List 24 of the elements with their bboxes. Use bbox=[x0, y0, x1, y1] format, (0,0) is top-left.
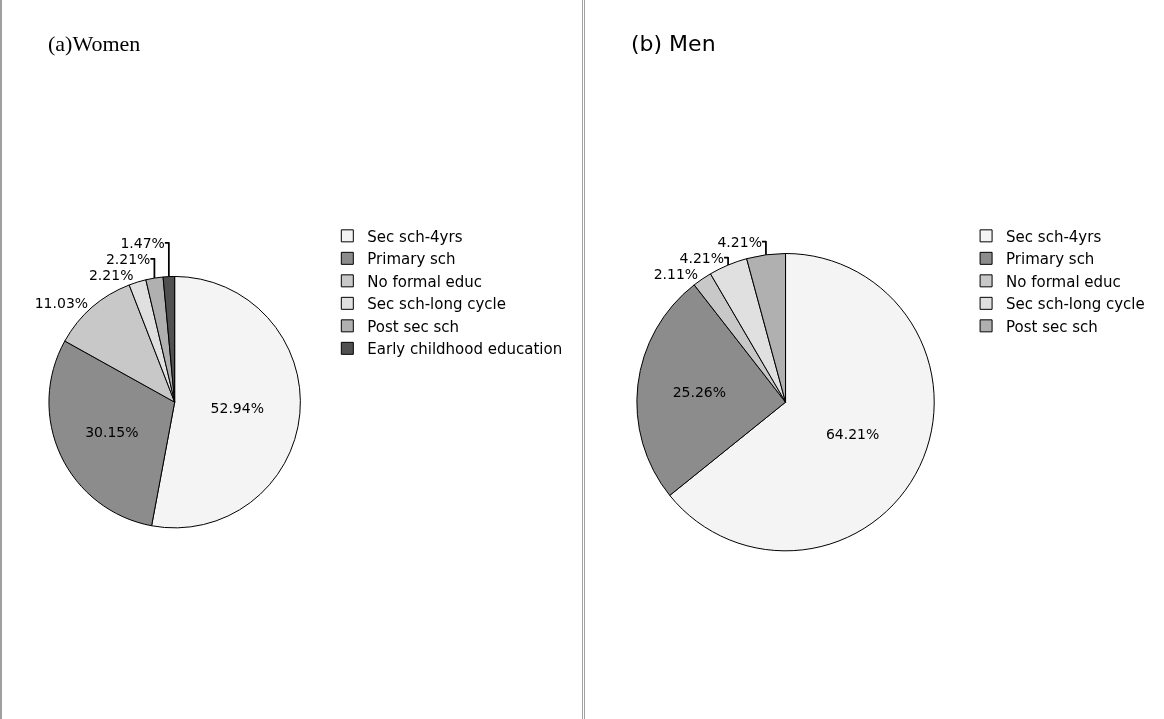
data-label: 4.21% bbox=[716, 233, 762, 250]
legend-label: Sec sch-long cycle bbox=[1005, 295, 1145, 314]
data-label: 25.26% bbox=[672, 384, 726, 401]
legend-label: Early childhood education bbox=[367, 340, 563, 359]
legend-label: Sec sch-long cycle bbox=[367, 295, 506, 314]
legend-label: Primary sch bbox=[367, 250, 456, 269]
data-label: 2.21% bbox=[88, 266, 134, 283]
legend-label: Sec sch-4yrs bbox=[1005, 227, 1101, 246]
chart-title: (a)Women bbox=[48, 31, 141, 57]
data-label: 11.03% bbox=[34, 294, 89, 311]
data-label: 30.15% bbox=[85, 423, 139, 440]
data-label: 2.11% bbox=[653, 265, 698, 282]
legend-label: Sec sch-4yrs bbox=[367, 227, 463, 246]
legend-label: Primary sch bbox=[1005, 250, 1094, 269]
legend-label: Post sec sch bbox=[367, 317, 460, 336]
data-label: 64.21% bbox=[825, 426, 879, 443]
legend-label: No formal educ bbox=[367, 272, 483, 291]
chart-title: (b) Men bbox=[630, 31, 716, 57]
legend-label: Post sec sch bbox=[1005, 317, 1098, 336]
legend-label: No formal educ bbox=[1005, 272, 1121, 291]
data-label: 52.94% bbox=[210, 399, 264, 416]
data-label: 1.47% bbox=[120, 234, 165, 251]
data-label: 2.21% bbox=[105, 250, 151, 267]
data-label: 4.21% bbox=[679, 249, 724, 266]
